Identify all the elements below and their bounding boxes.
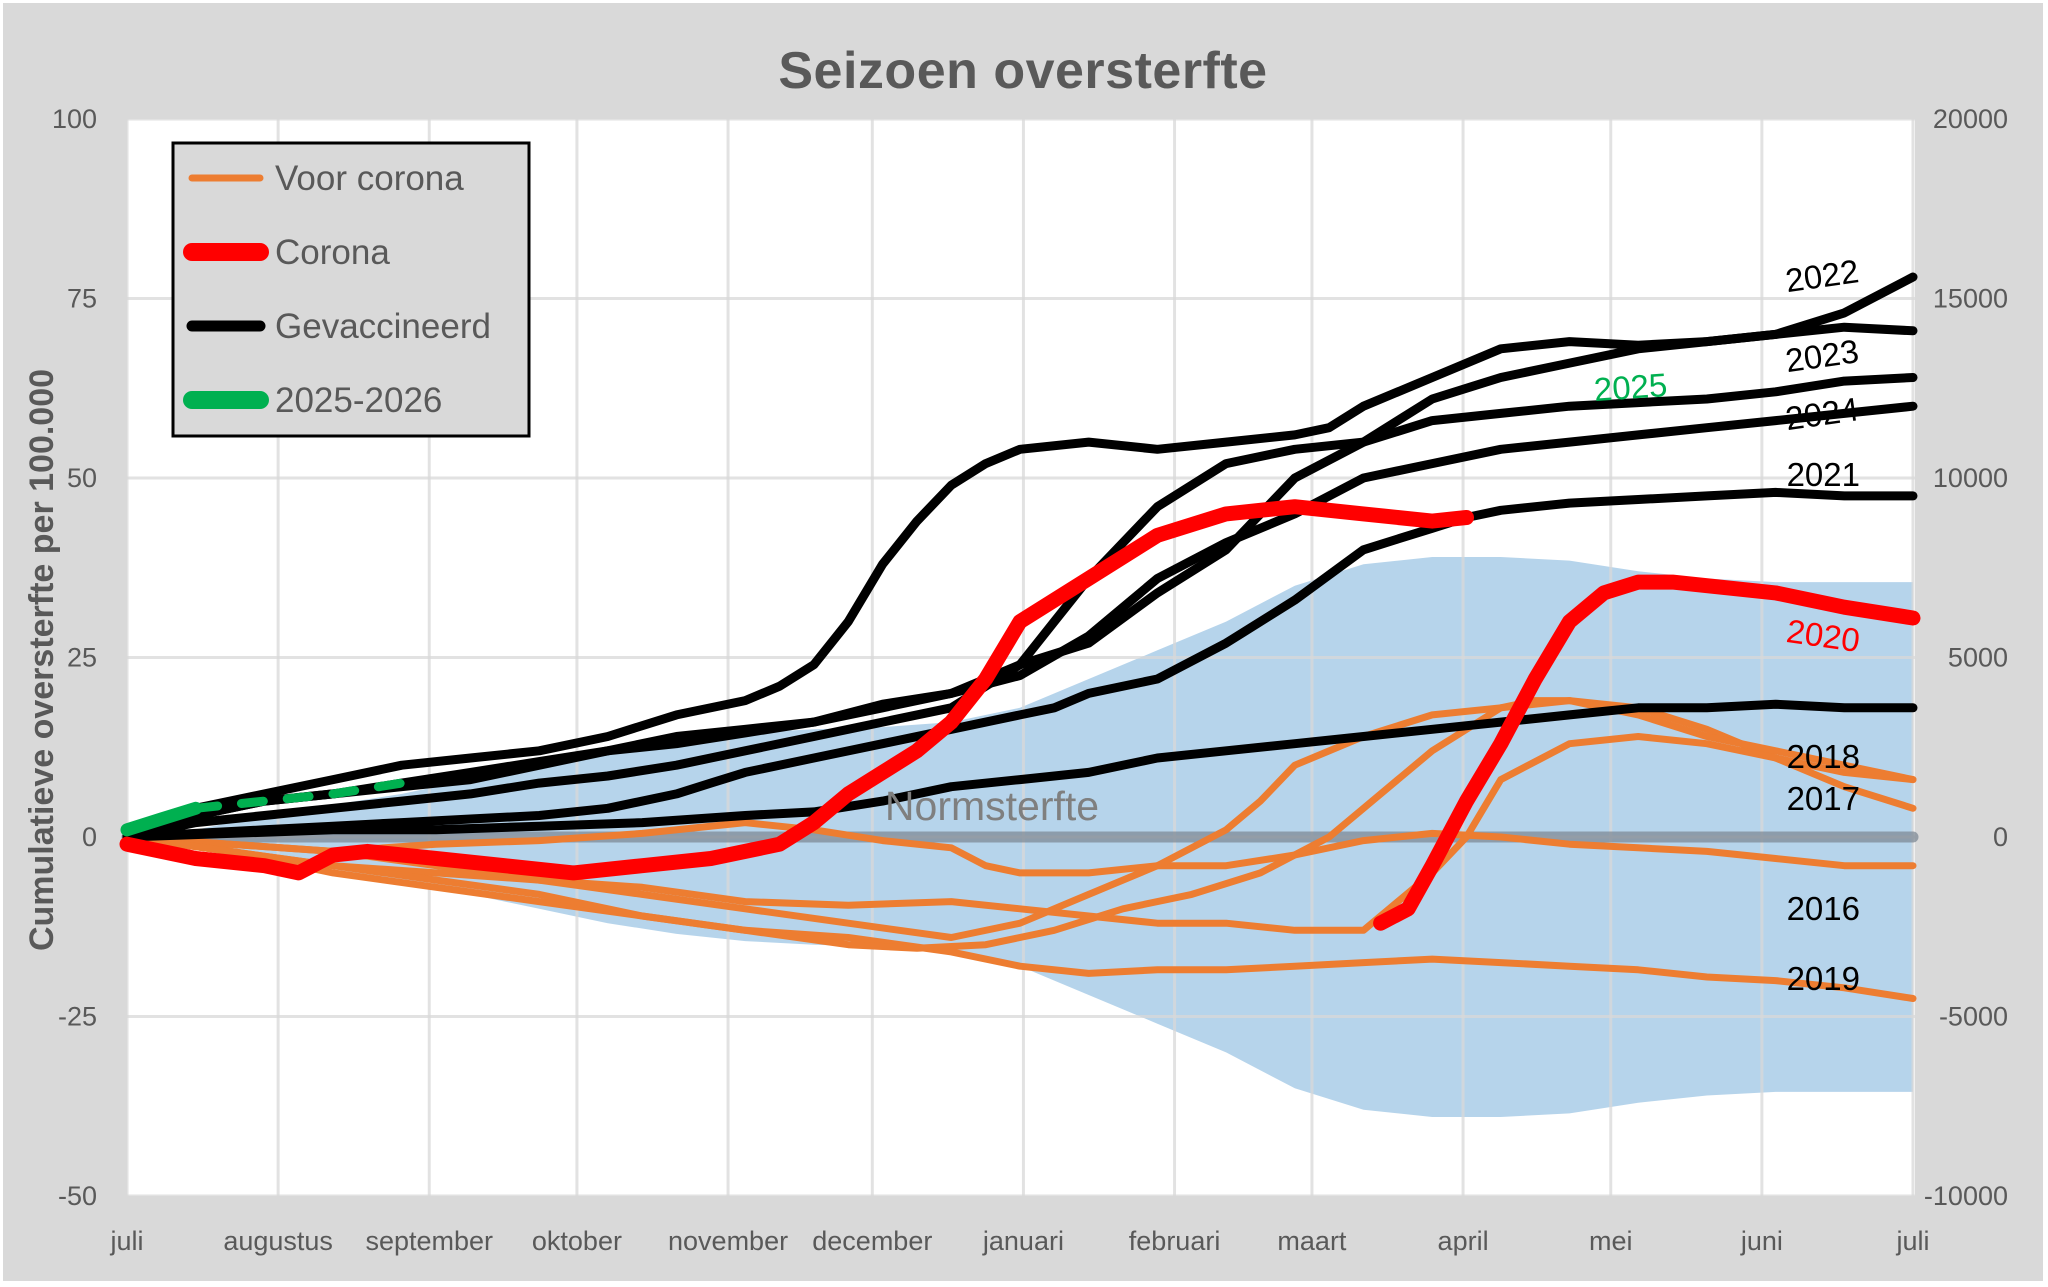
annotation-label-2021: 2021 <box>1787 456 1860 493</box>
x-tick-label: juli <box>109 1226 143 1256</box>
y-tick-label: 0 <box>82 822 97 852</box>
y-tick-label: -25 <box>58 1002 97 1032</box>
y-tick-label: 100 <box>52 104 97 134</box>
series-line-2016 <box>123 819 1917 877</box>
annotation-label-2025: 2025 <box>1593 366 1669 408</box>
legend-box <box>171 141 531 438</box>
y2-tick-label: 10000 <box>1933 463 2008 493</box>
legend-label-voor-corona: Voor corona <box>275 159 464 198</box>
annotation-label-2018: 2018 <box>1787 738 1860 775</box>
x-tick-label: november <box>668 1226 788 1256</box>
x-tick-label: augustus <box>223 1226 333 1256</box>
x-tick-label: juli <box>1895 1226 1929 1256</box>
y-tick-label: 25 <box>67 643 97 673</box>
series-line-2025-2026 <box>120 801 203 837</box>
series-line-2021 <box>122 699 1918 842</box>
series-line-2020-part1 <box>119 499 1474 881</box>
annotation-label-normsterfte: Normsterfte <box>885 783 1099 829</box>
series-line-2019 <box>123 833 1917 1002</box>
axis-layer: 100 20000 75 15000 50 10000 25 5000 0 0 -25 -5000 -5… <box>52 104 2008 1256</box>
y2-tick-label: 15000 <box>1933 284 2008 314</box>
chart-title: Seizoen oversterfte <box>778 42 1268 100</box>
annotation-label-2016: 2016 <box>1787 890 1860 927</box>
y2-tick-label: 5000 <box>1948 643 2008 673</box>
x-tick-label: mei <box>1589 1226 1633 1256</box>
x-tick-label: september <box>365 1226 493 1256</box>
series-line-2024 <box>122 272 1918 842</box>
x-tick-label: januari <box>982 1226 1064 1256</box>
x-tick-label: april <box>1438 1226 1489 1256</box>
annotation-label-2017: 2017 <box>1787 780 1860 817</box>
series-layer <box>119 272 1921 1002</box>
legend: Voor corona Corona Gevaccineerd 2025-2026 <box>171 141 531 438</box>
y-tick-label: 50 <box>67 463 97 493</box>
series-line-2025-2026-dashed <box>191 775 417 813</box>
annotation-label-2019: 2019 <box>1787 960 1860 997</box>
y2-tick-label: -5000 <box>1939 1002 2008 1032</box>
y2-tick-label: 0 <box>1993 822 2008 852</box>
series-line-2021b <box>122 487 1918 842</box>
x-tick-label: december <box>812 1226 932 1256</box>
legend-label-current: 2025-2026 <box>275 381 442 420</box>
y2-tick-label: 20000 <box>1933 104 2008 134</box>
y-tick-label: -50 <box>58 1181 97 1211</box>
y2-tick-label: -10000 <box>1924 1181 2008 1211</box>
y-tick-label: 75 <box>67 284 97 314</box>
x-tick-label: juni <box>1740 1226 1783 1256</box>
legend-label-corona: Corona <box>275 233 390 272</box>
y-axis-label: Cumulatieve oversterfte per 100.000 <box>23 369 61 951</box>
x-tick-label: februari <box>1129 1226 1221 1256</box>
annotation-layer: 2022202320242021202520202018201720162019… <box>885 252 1862 997</box>
series-line-2022 <box>122 322 1918 842</box>
legend-label-gevaccineerd: Gevaccineerd <box>275 307 491 346</box>
x-tick-label: maart <box>1277 1226 1347 1256</box>
series-line-2025 <box>122 401 1918 842</box>
x-tick-label: oktober <box>532 1226 622 1256</box>
series-line-2020-part2 <box>1373 574 1921 931</box>
